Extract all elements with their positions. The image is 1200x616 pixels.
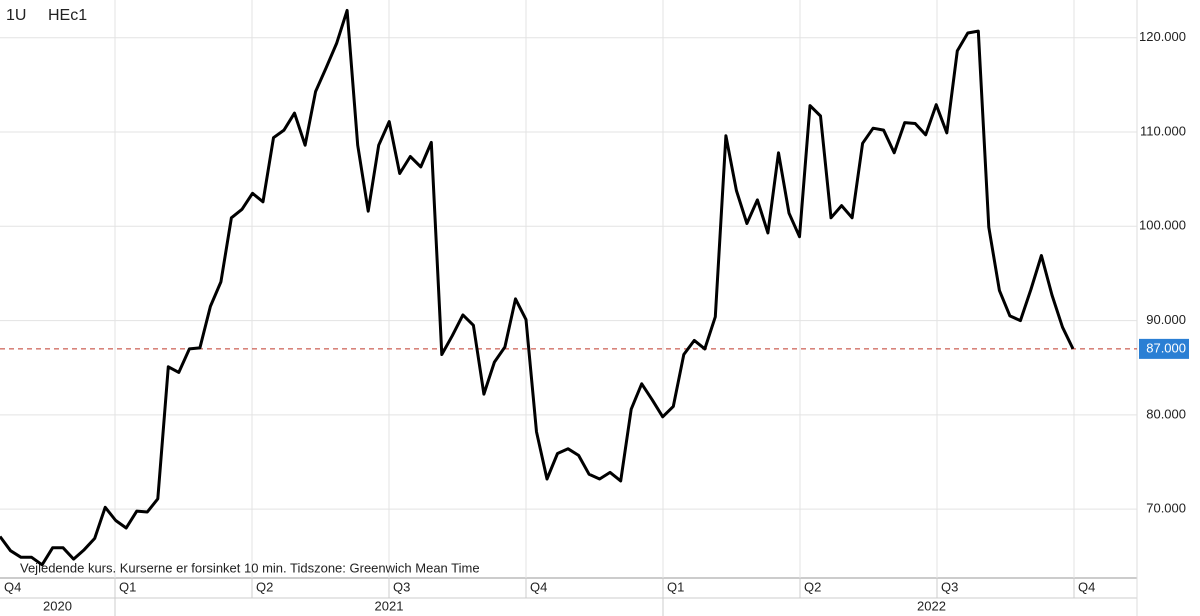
x-tick-label: Q4 xyxy=(530,579,547,594)
y-tick-label: 90.000 xyxy=(1146,312,1186,327)
note: Vejledende kurs. Kurserne er forsinket 1… xyxy=(20,560,480,575)
last-price-box xyxy=(1139,338,1189,359)
x-tick-label: Q3 xyxy=(941,579,958,594)
year-label: 2020 xyxy=(43,598,72,613)
year-label: 2022 xyxy=(917,598,946,613)
chart-title: HEc1 xyxy=(48,7,87,24)
x-tick-label: Q1 xyxy=(119,579,136,594)
price-line xyxy=(0,8,1075,567)
x-tick-label: Q4 xyxy=(1078,579,1095,594)
y-tick-label: 120.000 xyxy=(1139,29,1186,44)
y-tick-label: 110.000 xyxy=(1140,123,1186,138)
x-tick-label: Q2 xyxy=(804,579,821,594)
y-tick-label: 80.000 xyxy=(1146,406,1186,421)
x-tick-label: Q4 xyxy=(4,579,21,594)
x-tick-label: Q3 xyxy=(393,579,410,594)
last-price-label: 87.000 xyxy=(1146,340,1186,355)
x-tick-label: Q2 xyxy=(256,579,273,594)
y-tick-label: 100.000 xyxy=(1139,218,1186,233)
y-tick-label: 70.000 xyxy=(1146,501,1186,516)
x-tick-label: Q1 xyxy=(667,579,684,594)
chart-interval: 1U xyxy=(6,7,26,24)
year-label: 2021 xyxy=(375,598,404,613)
